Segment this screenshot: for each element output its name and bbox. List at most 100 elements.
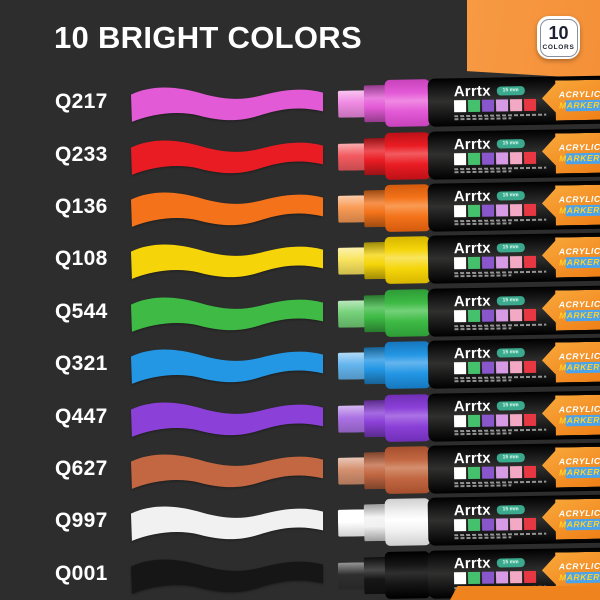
chart-square xyxy=(453,519,467,532)
chart-square xyxy=(481,361,495,374)
marker-cap xyxy=(384,184,431,232)
chart-square xyxy=(467,309,481,322)
chart-square xyxy=(523,518,537,531)
chart-square xyxy=(495,413,509,427)
paint-stroke-swatch xyxy=(130,402,324,437)
type-acrylic-label: ACRYLIC xyxy=(558,350,600,362)
chart-square xyxy=(509,413,523,426)
page-title: 10 BRIGHT COLORS xyxy=(54,20,362,55)
chart-square xyxy=(453,309,467,323)
badge-count: 10 xyxy=(548,23,569,44)
chart-square xyxy=(453,571,467,584)
type-acrylic-label: ACRYLIC xyxy=(558,298,600,310)
tip-size-badge: 15 mm xyxy=(496,138,525,148)
acrylic-marker: Arrtx 15 mm AC xyxy=(337,75,600,129)
chart-square xyxy=(467,100,481,113)
color-code: Q136 xyxy=(55,194,108,218)
chart-square xyxy=(467,519,481,532)
brand-logo: Arrtx xyxy=(453,344,491,362)
chart-square xyxy=(481,256,495,270)
acrylic-marker: Arrtx 15 mm AC xyxy=(337,442,600,496)
color-chart-squares xyxy=(453,360,546,375)
chart-square xyxy=(481,204,495,217)
paint-stroke-swatch xyxy=(130,349,324,385)
brand-logo: Arrtx xyxy=(453,553,491,572)
paint-stroke-swatch xyxy=(130,244,324,280)
color-row: Q108 Arrtx 15 mm xyxy=(0,233,600,285)
type-marker-label: MARKER xyxy=(559,309,600,321)
marker-collar xyxy=(363,242,388,280)
barrel-print: Arrtx 15 mm xyxy=(453,449,547,487)
marker-barrel: Arrtx 15 mm AC xyxy=(427,442,600,494)
chart-square xyxy=(453,414,467,427)
marker-cap xyxy=(384,393,431,442)
type-marker-label: MARKER xyxy=(559,414,600,426)
tip-size-badge: 15 mm xyxy=(496,295,525,305)
color-rows: Q217 Arrtx 15 mm xyxy=(0,75,600,600)
fine-print-lines xyxy=(454,532,547,540)
color-chart-squares xyxy=(453,99,546,113)
chart-square xyxy=(523,308,537,321)
fine-print-lines xyxy=(454,428,547,435)
marker-collar xyxy=(363,556,388,595)
color-chart-squares xyxy=(453,256,546,270)
color-code: Q544 xyxy=(55,299,108,323)
type-marker-label: MARKER xyxy=(559,152,600,164)
type-acrylic-label: ACRYLIC xyxy=(558,193,600,205)
paint-stroke-swatch xyxy=(130,140,324,175)
color-code: Q217 xyxy=(55,90,108,114)
chart-square xyxy=(509,99,523,112)
brand-logo: Arrtx xyxy=(453,239,491,258)
marker-cap xyxy=(384,131,431,180)
type-arrow: ACRYLIC MARKER xyxy=(542,342,600,383)
type-acrylic-label: ACRYLIC xyxy=(558,141,600,152)
chart-square xyxy=(467,204,481,218)
color-chart-squares xyxy=(453,413,546,427)
chart-square xyxy=(453,257,467,270)
marker-tip-icon xyxy=(337,404,368,433)
chart-square xyxy=(467,361,481,375)
chart-square xyxy=(523,256,537,269)
marker-tip-icon xyxy=(337,457,368,485)
chart-square xyxy=(453,466,467,480)
acrylic-marker: Arrtx 15 mm AC xyxy=(337,337,600,391)
type-marker-label: MARKER xyxy=(559,205,600,217)
type-acrylic-label: ACRYLIC xyxy=(558,455,600,467)
marker-barrel: Arrtx 15 mm AC xyxy=(427,495,600,547)
color-code: Q447 xyxy=(55,404,108,428)
type-arrow: ACRYLIC MARKER xyxy=(542,185,600,226)
paint-stroke-swatch xyxy=(130,454,324,489)
marker-tip-icon xyxy=(337,142,368,171)
color-chart-squares xyxy=(453,465,546,480)
badge-label: COLORS xyxy=(542,43,575,51)
chart-square xyxy=(509,256,523,269)
tip-size-badge: 15 mm xyxy=(496,190,525,201)
marker-collar xyxy=(363,347,388,385)
marker-barrel: Arrtx 15 mm AC xyxy=(427,233,600,285)
fine-print-lines xyxy=(454,218,547,226)
chart-square xyxy=(481,309,495,322)
chart-square xyxy=(523,465,537,478)
chart-square xyxy=(509,308,523,322)
color-chart-squares xyxy=(453,203,546,218)
chart-square xyxy=(523,413,537,426)
marker-barrel: Arrtx 15 mm AC xyxy=(427,180,600,232)
color-row: Q001 Arrtx 15 mm xyxy=(0,547,600,600)
color-row: Q217 Arrtx 15 mm xyxy=(0,75,600,129)
marker-cap xyxy=(384,446,431,494)
color-row: Q627 Arrtx 15 mm xyxy=(0,442,600,496)
type-marker-label: MARKER xyxy=(559,571,600,583)
barrel-print: Arrtx 15 mm xyxy=(453,344,547,383)
acrylic-marker: Arrtx 15 mm AC xyxy=(337,285,600,338)
color-row: Q447 Arrtx 15 mm xyxy=(0,390,600,442)
type-marker-label: MARKER xyxy=(559,100,600,112)
marker-barrel: Arrtx 15 mm AC xyxy=(427,285,600,337)
marker-tip-icon xyxy=(337,509,368,538)
chart-square xyxy=(467,571,481,584)
paint-stroke-swatch xyxy=(130,297,324,332)
chart-square xyxy=(481,414,495,427)
marker-barrel: Arrtx 15 mm AC xyxy=(427,128,600,180)
color-code: Q108 xyxy=(55,247,108,271)
barrel-print: Arrtx 15 mm xyxy=(453,82,547,121)
marker-tip-icon xyxy=(337,300,368,328)
